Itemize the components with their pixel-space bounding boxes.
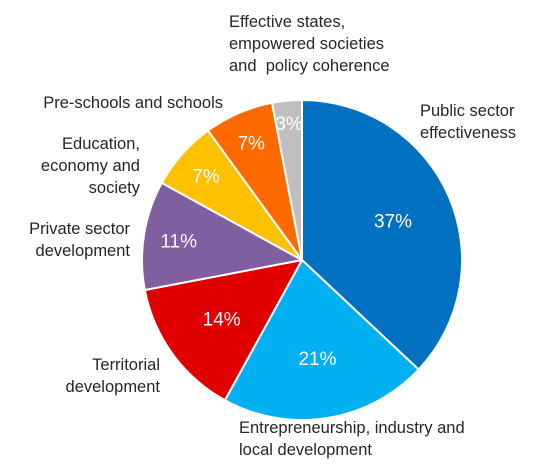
category-label-line: and policy coherence — [229, 57, 390, 75]
category-label-public-sector-effectiveness: Public sector effectiveness — [420, 102, 516, 142]
category-label-pre-schools-and-schools: Pre-schools and schools — [43, 94, 223, 112]
pct-label-public-sector-effectiveness: 37% — [374, 212, 412, 233]
category-label-line: Public sector — [420, 102, 515, 120]
category-label-line: development — [36, 242, 131, 260]
slice-entrepreneurship-industry-and-local-development — [223, 259, 420, 421]
slice-territorial-development — [143, 259, 303, 402]
slice-effective-states-empowered-societies-and-policy-coherence — [271, 98, 303, 261]
slice-private-sector-development — [140, 181, 303, 291]
category-label-education-economy-and-society: Education, economy and society — [41, 135, 141, 197]
category-label-line: Entrepreneurship, industry and — [239, 419, 465, 437]
category-label-line: society — [89, 179, 141, 197]
pct-label-effective-states-empowered-societies-and-policy-coherence: 3% — [275, 114, 303, 135]
pct-label-pre-schools-and-schools: 7% — [237, 134, 265, 155]
category-label-line: local development — [239, 441, 372, 459]
category-label-line: development — [66, 378, 161, 396]
category-label-line: empowered societies — [229, 35, 384, 53]
slice-public-sector-effectiveness — [301, 99, 463, 371]
category-label-entrepreneurship-industry-and-local-development: Entrepreneurship, industry and local deve… — [239, 419, 465, 459]
pie-slices — [140, 98, 463, 421]
category-label-line: Territorial — [92, 356, 160, 374]
pct-label-entrepreneurship-industry-and-local-development: 21% — [298, 349, 336, 370]
category-label-line: Pre-schools and schools — [43, 94, 223, 112]
pct-label-education-economy-and-society: 7% — [192, 166, 220, 187]
category-labels: Public sector effectiveness Entrepreneursh… — [29, 13, 516, 459]
category-label-line: economy and — [41, 157, 140, 175]
pct-label-private-sector-development: 11% — [160, 232, 197, 253]
category-label-line: Effective states, — [229, 13, 345, 31]
category-label-line: Private sector — [29, 220, 130, 238]
percentage-labels: 37% 21% 14% 11% 7% 7% 3% — [160, 114, 412, 370]
category-label-private-sector-development: Private sector development — [29, 220, 130, 260]
category-label-line: effectiveness — [420, 124, 516, 142]
category-label-line: Education, — [62, 135, 140, 153]
category-label-effective-states-empowered-societies-and-policy-coherence: Effective states, empowered societies and … — [229, 13, 390, 75]
pct-label-territorial-development: 14% — [203, 309, 241, 330]
category-label-territorial-development: Territorial development — [66, 356, 161, 396]
